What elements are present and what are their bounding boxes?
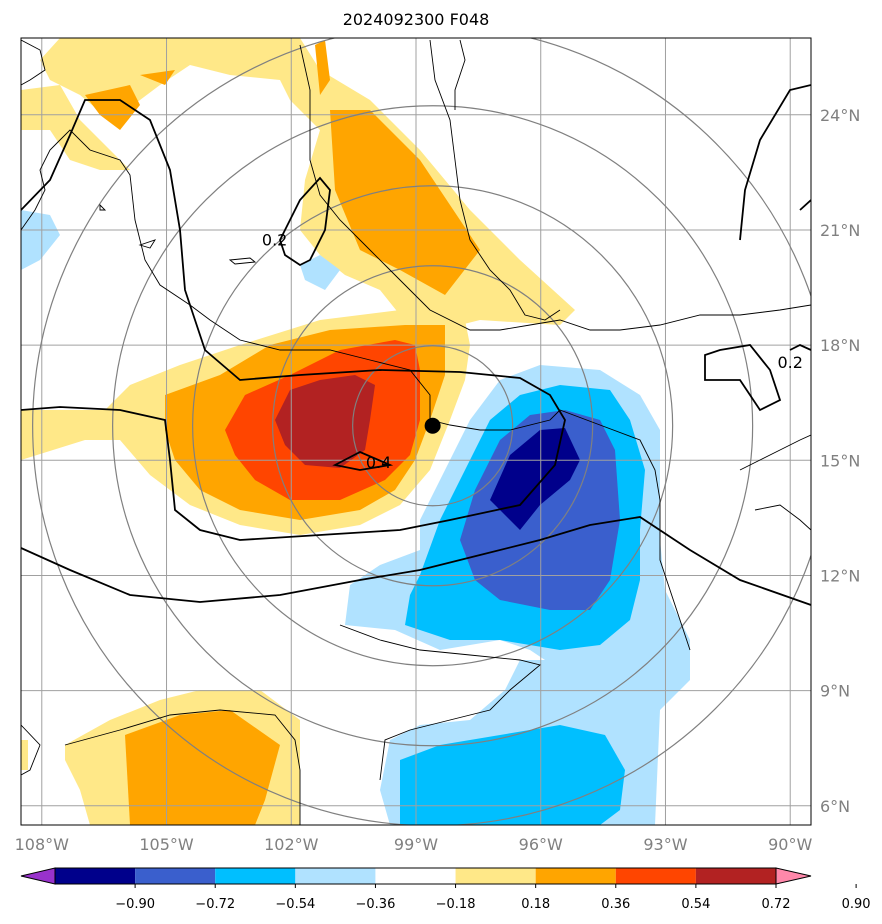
colorbar-extend-min [20,867,56,885]
longitude-tick-label: 90°W [768,835,812,854]
range-ring [272,265,594,587]
bold-contours [21,84,811,606]
longitude-tick-label: 105°W [139,835,194,854]
colorbar: −0.90 −0.72 −0.54 −0.36 −0.18 0.18 0.36 0.54 0.7… [20,867,871,912]
colorbar-tick-label: −0.90 [115,897,155,912]
latitude-tick-labels: 24°N 21°N 18°N 15°N 12°N 9°N 6°N [820,106,860,816]
latitude-tick-label: 9°N [820,682,850,701]
latitude-tick-label: 21°N [820,221,860,240]
map-plot-area: 0.2 0.4 0.2 [21,38,811,825]
storm-center-marker [424,417,441,434]
longitude-tick-labels: 108°W 105°W 102°W 99°W 96°W 93°W 90°W [15,835,813,854]
colorbar-swatch [375,868,456,884]
coastlines [21,39,811,825]
colorbar-extend-max [775,867,812,885]
longitude-tick-label: 93°W [643,835,687,854]
colorbar-tick-label: 0.90 [842,897,871,912]
colorbar-tick-label: 0.36 [601,897,630,912]
colorbar-tick-label: 0.54 [681,897,710,912]
longitude-tick-label: 96°W [519,835,563,854]
longitude-tick-label: 99°W [394,835,438,854]
colorbar-swatch [535,868,616,884]
colorbar-swatch [55,868,136,884]
latitude-tick-label: 24°N [820,106,860,125]
contour-label: 0.2 [262,230,287,249]
latitude-tick-label: 18°N [820,336,860,355]
colorbar-tick-label: 0.18 [521,897,550,912]
colorbar-swatch [615,868,696,884]
latitude-tick-label: 15°N [820,451,860,470]
map-title: 2024092300 F048 [342,10,490,29]
colorbar-tick-label: −0.54 [275,897,315,912]
colorbar-tick-label: 0.72 [762,897,791,912]
colorbar-tick-label: −0.72 [195,897,235,912]
colorbar-swatch [295,868,376,884]
negative-anomaly-fills [21,210,690,825]
map-frame [20,37,812,826]
latitude-tick-label: 12°N [820,566,860,585]
range-rings [32,38,811,825]
colorbar-swatch [215,868,296,884]
graticule [21,38,811,825]
colorbar-swatch [695,868,776,884]
colorbar-frame [54,867,777,885]
range-ring [112,105,754,747]
colorbar-swatch [455,868,536,884]
range-ring [352,345,514,507]
contour-label: 0.4 [366,453,391,472]
longitude-tick-label: 108°W [15,835,70,854]
colorbar-swatch [135,868,216,884]
range-ring [192,185,674,667]
contour-labels: 0.2 0.4 0.2 [262,230,803,472]
latitude-tick-label: 6°N [820,797,850,816]
colorbar-tick-label: −0.18 [436,897,476,912]
colorbar-tick-label: −0.36 [356,897,396,912]
contour-label: 0.2 [777,353,802,372]
range-ring [32,38,811,825]
longitude-tick-label: 102°W [264,835,319,854]
